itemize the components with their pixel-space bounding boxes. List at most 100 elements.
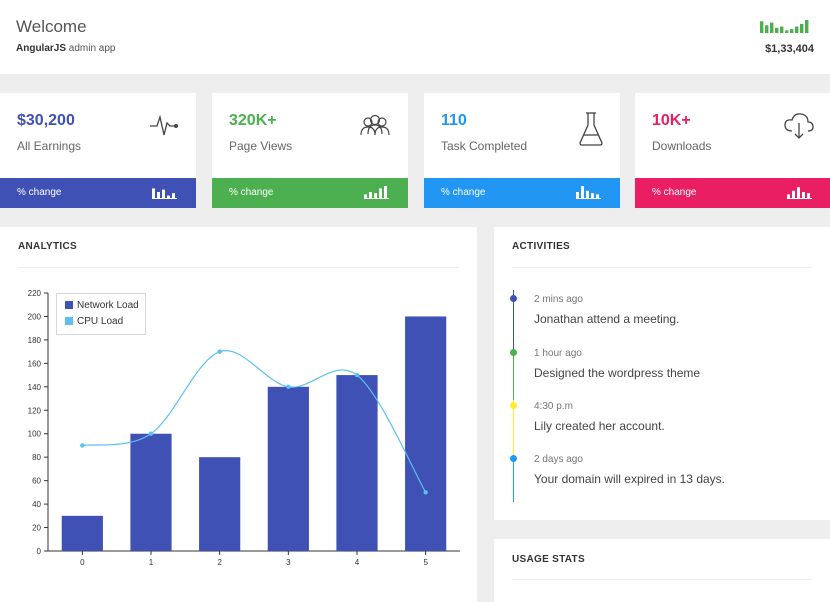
page-title: Welcome (16, 17, 87, 36)
timeline-dot (510, 455, 517, 462)
mini-bar (167, 195, 170, 198)
x-tick-label: 2 (217, 558, 222, 567)
panel-title: ANALYTICS (18, 241, 78, 252)
point-cpu-load (148, 431, 154, 436)
card-footer: % change (635, 178, 830, 208)
y-tick-label: 160 (28, 359, 42, 368)
card-footer: % change (0, 178, 196, 208)
panel-title: USAGE STATS (512, 554, 585, 565)
page-subtitle: AngularJS admin app (16, 43, 116, 54)
timeline-dot (510, 402, 517, 409)
card-value: 10K+ (652, 112, 691, 129)
x-tick-label: 4 (355, 558, 360, 567)
y-tick-label: 140 (28, 383, 42, 392)
downloads-card[interactable]: 10K+ Downloads % change (635, 93, 830, 208)
card-value: 110 (441, 112, 467, 129)
mini-bar (576, 192, 579, 198)
mini-bars-icon (576, 186, 601, 199)
x-tick-label: 0 (80, 558, 85, 567)
card-label: All Earnings (17, 139, 82, 153)
timeline-line (513, 290, 514, 502)
point-cpu-load (217, 349, 222, 354)
mini-bars-icon (364, 186, 389, 199)
activity-text[interactable]: Jonathan attend a meeting. (534, 312, 680, 326)
y-tick-label: 60 (32, 477, 41, 486)
y-tick-label: 40 (32, 500, 41, 509)
mini-bars-icon (152, 188, 177, 199)
divider (512, 267, 812, 268)
x-tick-label: 1 (149, 558, 154, 567)
spark-bar (775, 27, 779, 33)
bar-network-load (199, 457, 241, 551)
point-cpu-load (423, 490, 428, 495)
legend-item-network: Network Load (65, 300, 139, 311)
panel-title: ACTIVITIES (512, 241, 571, 252)
mini-bar (787, 194, 790, 198)
activity-text[interactable]: Lily created her account. (534, 419, 665, 433)
divider (18, 267, 459, 268)
change-label: % change (652, 187, 697, 198)
mini-bar (172, 193, 175, 198)
activity-time: 4:30 p.m (534, 401, 573, 412)
mini-bar (369, 192, 372, 198)
bar-network-load (405, 316, 447, 551)
mini-bar (152, 188, 155, 198)
sparkline-icon (760, 20, 809, 33)
mini-bar (591, 193, 594, 198)
page-views-card[interactable]: 320K+ Page Views % change (212, 93, 408, 208)
card-label: Task Completed (441, 139, 528, 153)
spark-bar (780, 26, 784, 33)
card-value: $30,200 (17, 112, 75, 129)
total-value: $1,33,404 (765, 43, 814, 55)
point-cpu-load (80, 443, 85, 448)
activity-text[interactable]: Designed the wordpress theme (534, 366, 701, 380)
analytics-chart: 0 20 40 60 80 100 120 140 160 180 200 220 0 1 2 3 4 5 (28, 289, 460, 567)
change-label: % change (229, 187, 274, 198)
chart-legend: Network Load CPU Load (56, 293, 146, 335)
mini-bar (379, 188, 382, 198)
mini-bar (364, 194, 367, 198)
earnings-card[interactable]: $30,200 All Earnings % change (0, 93, 196, 208)
activity-text[interactable]: Your domain will expired in 13 days. (534, 472, 725, 486)
y-tick-label: 20 (32, 524, 41, 533)
y-tick-label: 200 (28, 312, 42, 321)
bar-network-load (267, 386, 309, 551)
mini-bar (807, 193, 810, 198)
x-tick-label: 5 (423, 558, 428, 567)
mini-bar (384, 186, 387, 198)
x-tick-label: 3 (286, 558, 291, 567)
spark-bar (795, 26, 799, 33)
spark-bar (760, 21, 764, 33)
flask-icon (579, 112, 603, 146)
activity-time: 2 days ago (534, 454, 583, 465)
pulse-icon (150, 114, 178, 136)
timeline-dot (510, 349, 517, 356)
spark-bar (800, 23, 804, 33)
mini-bar (797, 187, 800, 198)
usage-stats-panel: USAGE STATS (494, 539, 830, 602)
spark-bar (770, 22, 774, 33)
y-tick-label: 100 (28, 430, 42, 439)
mini-bar (157, 192, 160, 198)
legend-label: Network Load (77, 300, 139, 311)
mini-bar (162, 189, 165, 198)
y-tick-label: 120 (28, 406, 42, 415)
activity-time: 2 mins ago (534, 294, 583, 305)
spark-bar (805, 20, 809, 33)
tasks-card[interactable]: 110 Task Completed % change (424, 93, 620, 208)
card-footer: % change (212, 178, 408, 208)
spark-bar (790, 29, 794, 33)
card-label: Page Views (229, 139, 293, 153)
mini-bar (581, 186, 584, 198)
mini-bar (802, 192, 805, 198)
change-label: % change (441, 187, 486, 198)
y-tick-label: 80 (32, 453, 41, 462)
y-tick-label: 0 (37, 547, 42, 556)
mini-bar (586, 190, 589, 198)
divider (512, 579, 812, 580)
legend-swatch (65, 317, 73, 325)
point-cpu-load (286, 384, 291, 390)
app-name: AngularJS (16, 43, 67, 54)
bar-network-load (336, 375, 378, 551)
mini-bar (596, 194, 599, 198)
